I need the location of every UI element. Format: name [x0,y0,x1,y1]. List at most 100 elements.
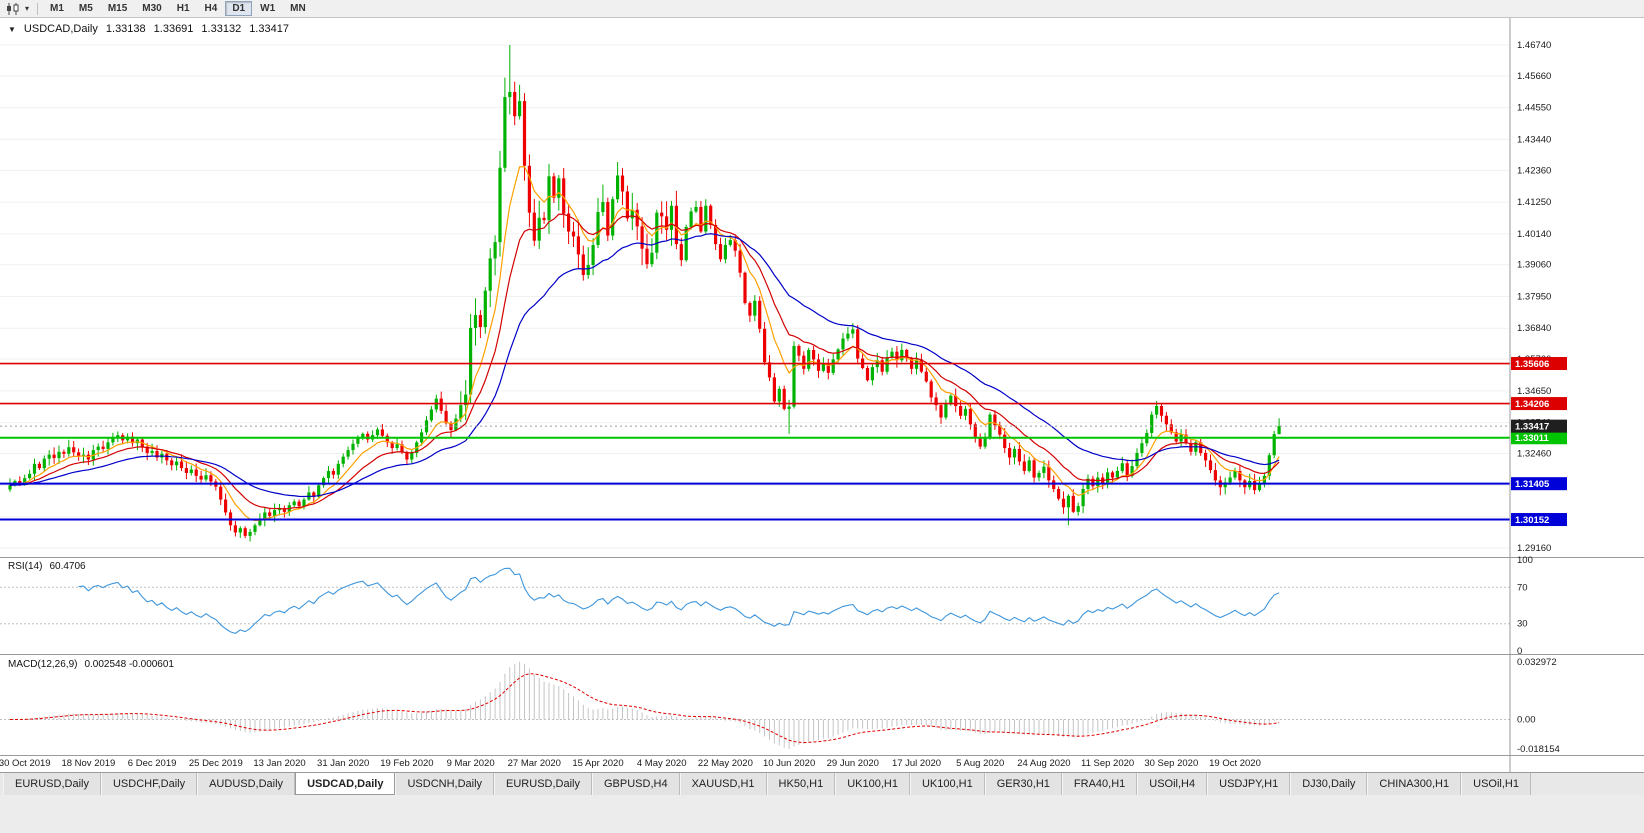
svg-text:-0.018154: -0.018154 [1517,744,1560,755]
chart-tab-audusd-daily[interactable]: AUDUSD,Daily [197,773,296,795]
svg-text:30 Sep 2020: 30 Sep 2020 [1144,758,1198,769]
chart-tab-uk100-h1[interactable]: UK100,H1 [909,773,985,795]
svg-text:1.46740: 1.46740 [1517,40,1551,51]
timeframe-button-h4[interactable]: H4 [204,3,218,14]
chart-tab-china300-h1[interactable]: CHINA300,H1 [1367,773,1462,795]
macd-axis: 0.032972 0.00 -0.018154 [1517,657,1560,755]
svg-text:17 Jul 2020: 17 Jul 2020 [892,758,941,769]
svg-text:70: 70 [1517,582,1528,593]
timeframe-button-m5[interactable]: M5 [78,3,93,14]
timeframe-button-w1[interactable]: W1 [260,3,276,14]
ohlc-high-value: 1.33691 [153,23,194,35]
ma-slow-line [9,233,1280,498]
svg-text:1.42360: 1.42360 [1517,165,1551,176]
svg-text:1.44550: 1.44550 [1517,103,1551,114]
svg-text:6 Dec 2019: 6 Dec 2019 [128,758,177,769]
macd-indicator-label: MACD(12,26,9) 0.002548 -0.000601 [8,659,174,670]
macd-name: MACD(12,26,9) [8,659,78,670]
svg-text:25 Dec 2019: 25 Dec 2019 [189,758,243,769]
ma-medium-line [9,213,1280,510]
date-axis: 30 Oct 2019 18 Nov 2019 6 Dec 2019 25 Dec 2… [0,758,1261,769]
svg-text:18 Nov 2019: 18 Nov 2019 [61,758,115,769]
chart-tab-usdcad-daily[interactable]: USDCAD,Daily [295,773,396,795]
price-tag-1.33011: 1.33011 [1511,431,1567,445]
svg-text:11 Sep 2020: 11 Sep 2020 [1081,758,1134,769]
timeframe-button-m1[interactable]: M1 [50,3,64,14]
chart-tab-usdchf-daily[interactable]: USDCHF,Daily [100,773,198,795]
chart-background [0,18,1644,772]
ohlc-close-value: 1.33417 [249,23,289,35]
svg-text:31 Jan 2020: 31 Jan 2020 [317,758,369,769]
symbol-period-label: USDCAD,Daily [23,23,98,35]
chart-tab-usdcnh-daily[interactable]: USDCNH,Daily [395,773,495,795]
symbol-dropdown-icon[interactable]: ▼ [8,24,16,34]
svg-text:22 May 2020: 22 May 2020 [698,758,753,769]
chart-tab-fra40-h1[interactable]: FRA40,H1 [1061,773,1138,795]
rsi-value: 60.4706 [49,561,86,572]
svg-text:1.34650: 1.34650 [1517,386,1551,397]
timeframe-button-mn[interactable]: MN [290,3,306,14]
chart-tab-usdjpy-h1[interactable]: USDJPY,H1 [1207,773,1291,795]
price-tag-1.35606: 1.35606 [1511,357,1567,371]
svg-text:1.45660: 1.45660 [1517,71,1551,82]
rsi-line [78,567,1280,634]
ohlc-open-value: 1.33138 [105,23,146,35]
rsi-name: RSI(14) [8,561,43,572]
chart-tab-xauusd-h1[interactable]: XAUUSD,H1 [679,773,767,795]
ohlc-low-value: 1.33132 [201,23,242,35]
chart-tab-usoil-h4[interactable]: USOil,H4 [1137,773,1208,795]
chart-tab-dj30-daily[interactable]: DJ30,Daily [1290,773,1368,795]
chart-tab-usoil-h1[interactable]: USOil,H1 [1461,773,1531,795]
macd-values: 0.002548 -0.000601 [84,659,174,670]
chart-tab-eurusd-daily[interactable]: EURUSD,Daily [494,773,592,795]
svg-text:1.31405: 1.31405 [1515,479,1550,490]
svg-text:1.36840: 1.36840 [1517,323,1551,334]
chart-tab-eurusd-daily[interactable]: EURUSD,Daily [3,773,101,795]
chart-tab-uk100-h1[interactable]: UK100,H1 [835,773,910,795]
svg-text:1.33417: 1.33417 [1515,422,1549,433]
svg-text:1.32460: 1.32460 [1517,449,1551,460]
price-tag-1.31405: 1.31405 [1511,477,1567,491]
timeframe-button-d1[interactable]: D1 [225,1,253,16]
svg-text:4 May 2020: 4 May 2020 [637,758,687,769]
svg-text:27 Mar 2020: 27 Mar 2020 [508,758,561,769]
svg-text:100: 100 [1517,555,1533,566]
svg-text:1.29160: 1.29160 [1517,543,1551,554]
svg-text:0.00: 0.00 [1517,715,1536,726]
timeframe-button-h1[interactable]: H1 [176,3,190,14]
price-chart-canvas[interactable]: 1.46740 1.45660 1.44550 1.43440 1.42360 1.412… [0,0,1644,772]
panel-separators [0,18,1644,772]
price-axis: 1.46740 1.45660 1.44550 1.43440 1.42360 1.412… [1517,40,1551,554]
svg-text:1.34206: 1.34206 [1515,399,1549,410]
toolbar-separator [37,2,39,15]
timeframe-button-group: M1 M5 M15 M30 H1 H4 D1 W1 MN [43,1,313,16]
current-price-tag: 1.33417 [1511,419,1567,433]
svg-text:29 Jun 2020: 29 Jun 2020 [827,758,879,769]
timeframe-button-m15[interactable]: M15 [107,3,128,14]
svg-text:10 Jun 2020: 10 Jun 2020 [763,758,815,769]
macd-signal-line [9,673,1280,744]
ma-fast-line [9,165,1280,522]
top-toolbar: ▾ M1 M5 M15 M30 H1 H4 D1 W1 MN [0,0,1644,18]
price-tag-1.30152: 1.30152 [1511,513,1567,527]
svg-text:9 Mar 2020: 9 Mar 2020 [447,758,495,769]
chart-tab-hk50-h1[interactable]: HK50,H1 [766,773,836,795]
svg-text:1.39060: 1.39060 [1517,260,1551,271]
svg-text:15 Apr 2020: 15 Apr 2020 [572,758,623,769]
candlestick-chart-icon[interactable] [6,2,20,15]
chevron-down-icon[interactable]: ▾ [25,4,30,13]
chart-title: ▼ USDCAD,Daily 1.33138 1.33691 1.33132 1… [8,23,289,35]
svg-text:19 Oct 2020: 19 Oct 2020 [1209,758,1261,769]
svg-text:13 Jan 2020: 13 Jan 2020 [253,758,305,769]
timeframe-button-m30[interactable]: M30 [142,3,162,14]
chart-tab-gbpusd-h4[interactable]: GBPUSD,H4 [592,773,680,795]
grid-layer [0,44,1510,549]
svg-text:0: 0 [1517,646,1522,657]
rsi-axis: 100 70 30 0 [1517,555,1533,657]
svg-text:19 Feb 2020: 19 Feb 2020 [380,758,433,769]
chart-tab-ger30-h1[interactable]: GER30,H1 [984,773,1062,795]
svg-text:30: 30 [1517,619,1528,630]
price-tag-1.34206: 1.34206 [1511,397,1567,411]
svg-text:1.37950: 1.37950 [1517,291,1551,302]
